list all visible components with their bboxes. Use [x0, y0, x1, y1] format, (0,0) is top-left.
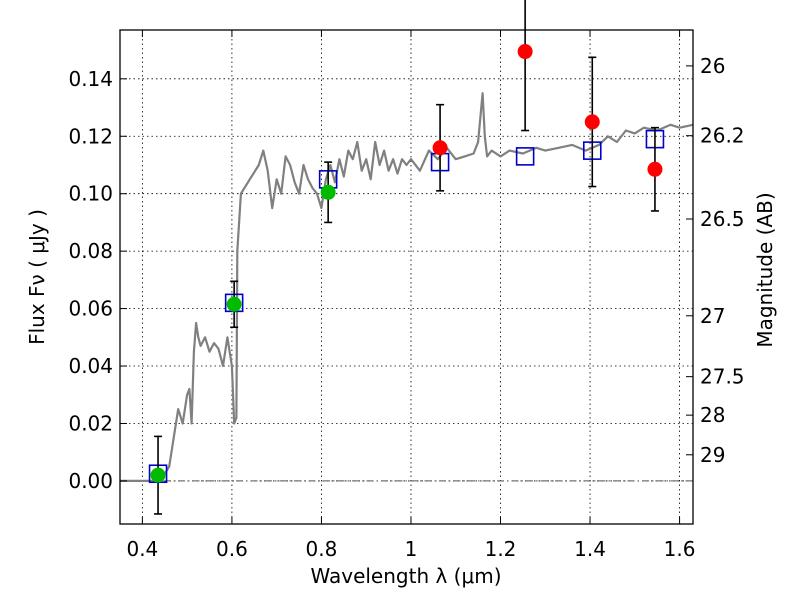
green-data-point	[226, 296, 242, 312]
magnitude-tick-label: 27.5	[700, 365, 745, 389]
x-axis-label: Wavelength λ (μm)	[310, 564, 501, 588]
grid-lines	[120, 30, 693, 524]
plot-frame	[119, 29, 694, 525]
y-tick-label: 0.00	[68, 469, 113, 493]
x-tick-label: 0.8	[306, 537, 338, 561]
red-data-point	[432, 140, 448, 156]
y-tick-label: 0.04	[68, 354, 113, 378]
ticks	[120, 30, 693, 524]
model-spectrum	[120, 92, 694, 482]
y-tick-label: 0.14	[68, 67, 113, 91]
red-data-point	[517, 44, 533, 60]
magnitude-tick-labels: 26 26.2 26.5 27 27.5 28 29	[700, 54, 745, 467]
green-data-point	[320, 184, 336, 200]
magnitude-tick-label: 26.5	[700, 207, 745, 231]
magnitude-tick-label: 26	[700, 54, 725, 78]
magnitude-tick-label: 27	[700, 304, 725, 328]
red-data-point	[584, 114, 600, 130]
x-tick-labels: 0.4 0.6 0.8 1 1.2 1.4 1.6	[126, 537, 695, 561]
magnitude-tick-label: 26.2	[700, 124, 745, 148]
data-markers	[148, 0, 665, 515]
y-tick-label: 0.06	[68, 297, 113, 321]
y-tick-label: 0.02	[68, 411, 113, 435]
x-tick-label: 0.4	[126, 537, 158, 561]
model-spectrum-line	[120, 92, 694, 482]
model-photometry-square	[515, 147, 535, 166]
green-data-point	[150, 467, 166, 483]
x-tick-label: 1.6	[664, 537, 696, 561]
y-tick-label: 0.08	[68, 239, 113, 263]
x-tick-label: 1	[405, 537, 418, 561]
magnitude-tick-label: 29	[700, 443, 725, 467]
y-tick-labels: 0.00 0.02 0.04 0.06 0.08 0.10 0.12 0.14	[68, 67, 113, 493]
y-axis-label: Flux Fν ( μJy )	[25, 209, 49, 345]
y-tick-label: 0.10	[68, 182, 113, 206]
x-tick-label: 1.2	[485, 537, 517, 561]
right-axis-label: Magnitude (AB)	[753, 192, 777, 347]
y-tick-label: 0.12	[68, 124, 113, 148]
red-data-point	[647, 161, 663, 177]
x-tick-label: 1.4	[574, 537, 606, 561]
x-tick-label: 0.6	[216, 537, 248, 561]
magnitude-tick-label: 28	[700, 403, 725, 427]
